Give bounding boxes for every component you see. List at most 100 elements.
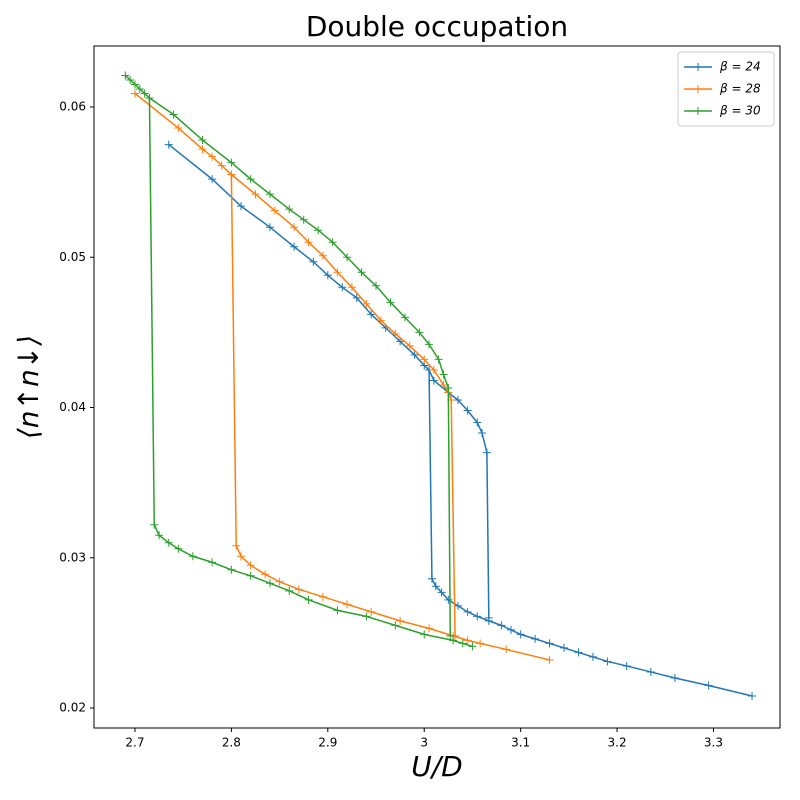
- x-tick-label: 3: [420, 736, 428, 750]
- point-marker: [121, 71, 130, 80]
- point-marker: [476, 639, 485, 648]
- point-marker: [188, 552, 197, 561]
- point-marker: [304, 595, 313, 604]
- point-marker: [265, 223, 274, 232]
- point-marker: [174, 124, 183, 133]
- point-marker: [208, 558, 217, 567]
- x-tick-label: 3.2: [608, 736, 627, 750]
- point-marker: [437, 588, 446, 597]
- point-marker: [251, 190, 260, 199]
- point-marker: [198, 145, 207, 154]
- point-marker: [285, 586, 294, 595]
- point-marker: [376, 316, 385, 325]
- point-marker: [304, 238, 313, 247]
- point-marker: [299, 215, 308, 224]
- point-marker: [169, 110, 178, 119]
- point-marker: [314, 226, 323, 235]
- point-marker: [275, 577, 284, 586]
- point-marker: [545, 639, 554, 648]
- y-tick-label: 0.02: [59, 701, 86, 715]
- point-marker: [126, 75, 135, 84]
- point-marker: [155, 531, 164, 540]
- y-tick-label: 0.04: [59, 400, 86, 414]
- point-marker: [434, 355, 443, 364]
- point-marker: [323, 271, 332, 280]
- point-marker: [405, 341, 414, 350]
- x-tick-label: 2.9: [318, 736, 337, 750]
- point-marker: [367, 607, 376, 616]
- point-marker: [463, 607, 472, 616]
- point-marker: [318, 592, 327, 601]
- point-marker: [622, 661, 631, 670]
- point-marker: [420, 630, 429, 639]
- point-marker: [506, 625, 515, 634]
- y-axis-label: ⟨n↑n↓⟩: [12, 335, 45, 439]
- point-marker: [265, 579, 274, 588]
- point-marker: [482, 448, 491, 457]
- point-marker: [431, 582, 440, 591]
- point-marker: [497, 621, 506, 630]
- point-marker: [439, 380, 448, 389]
- point-marker: [227, 170, 236, 179]
- x-axis-label: U/D: [411, 750, 463, 783]
- point-marker: [646, 667, 655, 676]
- point-marker: [227, 565, 236, 574]
- point-marker: [367, 310, 376, 319]
- point-marker: [232, 541, 241, 550]
- point-marker: [478, 429, 487, 438]
- point-marker: [429, 365, 438, 374]
- point-marker: [150, 520, 159, 529]
- point-marker: [484, 613, 493, 622]
- legend-label: β = 30: [719, 104, 761, 118]
- point-marker: [391, 621, 400, 630]
- point-marker: [217, 161, 226, 170]
- point-marker: [227, 158, 236, 167]
- legend-marker: [694, 63, 702, 71]
- point-marker: [343, 253, 352, 262]
- point-marker: [560, 643, 569, 652]
- point-marker: [145, 93, 154, 102]
- x-tick-label: 3.1: [511, 736, 530, 750]
- point-marker: [502, 645, 511, 654]
- y-tick-label: 0.03: [59, 550, 86, 564]
- point-marker: [415, 328, 424, 337]
- point-marker: [429, 376, 438, 385]
- point-marker: [391, 329, 400, 338]
- y-tick-label: 0.06: [59, 100, 86, 114]
- point-marker: [338, 283, 347, 292]
- point-marker: [473, 612, 482, 621]
- point-marker: [164, 538, 173, 547]
- point-marker: [588, 652, 597, 661]
- legend-box: [677, 51, 775, 127]
- point-marker: [444, 595, 453, 604]
- point-marker: [386, 298, 395, 307]
- point-marker: [246, 571, 255, 580]
- point-marker: [362, 299, 371, 308]
- point-marker: [237, 202, 246, 211]
- legend-marker: [694, 107, 702, 115]
- point-marker: [425, 340, 434, 349]
- point-marker: [347, 283, 356, 292]
- chart-title: Double occupation: [306, 10, 568, 43]
- point-marker: [446, 631, 455, 640]
- legend-label: β = 24: [719, 60, 761, 74]
- point-marker: [265, 190, 274, 199]
- point-marker: [130, 80, 139, 89]
- series-line: [134, 92, 550, 661]
- point-marker: [261, 570, 270, 579]
- point-marker: [343, 600, 352, 609]
- x-tick-label: 2.7: [125, 736, 144, 750]
- point-marker: [333, 606, 342, 615]
- point-marker: [362, 612, 371, 621]
- legend-label: β = 28: [719, 82, 761, 96]
- point-marker: [333, 268, 342, 277]
- point-marker: [246, 561, 255, 570]
- point-marker: [309, 257, 318, 266]
- point-marker: [473, 418, 482, 427]
- point-marker: [453, 395, 462, 404]
- y-tick-label: 0.05: [59, 250, 86, 264]
- point-marker: [425, 624, 434, 633]
- point-marker: [140, 89, 149, 98]
- point-marker: [463, 406, 472, 415]
- point-marker: [135, 84, 144, 93]
